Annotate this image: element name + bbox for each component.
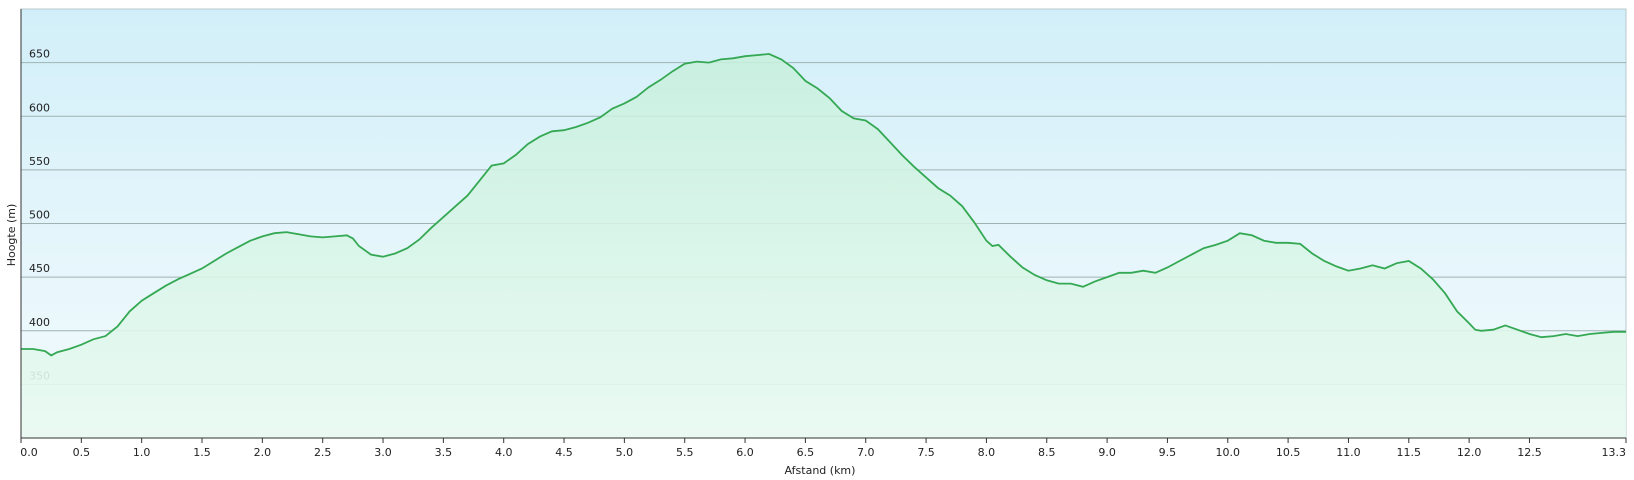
y-tick-label: 500 <box>29 209 50 222</box>
x-tick-label: 5.0 <box>616 446 634 459</box>
x-tick-label: 8.0 <box>978 446 996 459</box>
x-tick-label: 0.0 <box>20 446 38 459</box>
x-tick-label: 7.0 <box>857 446 875 459</box>
x-tick-label: 4.0 <box>495 446 513 459</box>
x-tick-label: 9.5 <box>1159 446 1177 459</box>
y-tick-label: 450 <box>29 262 50 275</box>
x-tick-label: 11.5 <box>1397 446 1422 459</box>
x-tick-label: 11.0 <box>1336 446 1361 459</box>
x-tick-label: 13.3 <box>1602 446 1627 459</box>
y-axis-title: Hoogte (m) <box>5 204 18 267</box>
x-tick-label: 5.5 <box>676 446 694 459</box>
x-tick-label: 3.5 <box>435 446 453 459</box>
x-tick-label: 10.0 <box>1216 446 1241 459</box>
y-tick-label: 650 <box>29 48 50 61</box>
x-tick-label: 1.0 <box>133 446 151 459</box>
x-tick-label: 0.5 <box>73 446 91 459</box>
x-tick-label: 2.0 <box>254 446 272 459</box>
x-tick-label: 12.5 <box>1517 446 1542 459</box>
x-tick-label: 12.0 <box>1457 446 1482 459</box>
x-tick-label: 6.5 <box>797 446 815 459</box>
x-tick-label: 9.0 <box>1098 446 1116 459</box>
x-tick-label: 7.5 <box>917 446 935 459</box>
x-axis-title: Afstand (km) <box>785 464 856 477</box>
x-tick-label: 1.5 <box>193 446 211 459</box>
x-tick-label: 10.5 <box>1276 446 1301 459</box>
y-tick-label: 600 <box>29 101 50 114</box>
line <box>21 53 1626 357</box>
x-tick-label: 8.5 <box>1038 446 1056 459</box>
x-tick-label: 6.0 <box>736 446 754 459</box>
y-tick-label: 550 <box>29 155 50 168</box>
area <box>21 54 1626 438</box>
y-tick-label: 400 <box>29 316 50 329</box>
x-tick-label: 2.5 <box>314 446 332 459</box>
x-tick-label: 4.5 <box>555 446 573 459</box>
x-tick-label: 3.0 <box>374 446 392 459</box>
